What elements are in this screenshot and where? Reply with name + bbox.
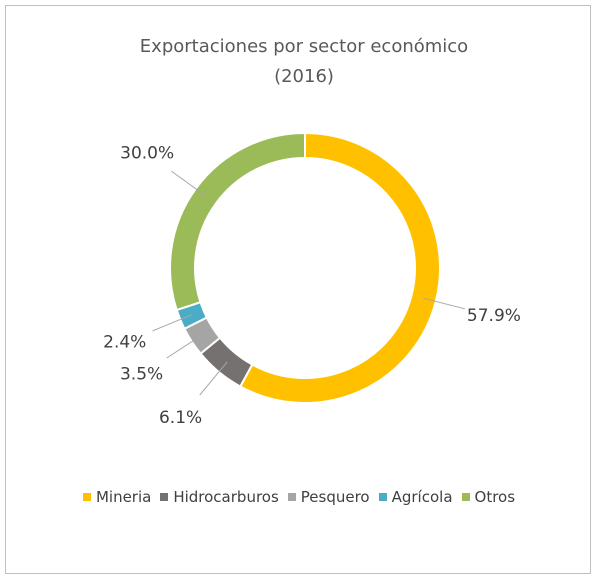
legend-swatch [160, 493, 169, 501]
data-label: 3.5% [120, 364, 163, 384]
leader-line [152, 314, 193, 332]
legend-item: Hidrocarburos [160, 488, 279, 506]
legend-label: Pesquero [300, 488, 370, 506]
leader-line [171, 170, 207, 197]
legend-item: Agrícola [378, 488, 453, 506]
legend-swatch [82, 493, 91, 501]
legend-label: Mineria [95, 488, 152, 506]
legend-swatch [287, 493, 296, 501]
data-label: 57.9% [467, 306, 521, 326]
legend-item: Otros [461, 488, 516, 506]
donut-slice [169, 131, 306, 312]
legend: Mineria Hidrocarburos Pesquero Agrícola Otro… [0, 488, 598, 506]
legend-item: Mineria [82, 488, 152, 506]
legend-label: Otros [474, 488, 516, 506]
chart-title: Exportaciones por sector económico (2016… [139, 36, 469, 87]
chart-frame [5, 5, 591, 574]
donut-slice [238, 131, 441, 404]
legend-item: Pesquero [287, 488, 370, 506]
legend-swatch [461, 493, 470, 501]
data-label: 30.0% [120, 144, 174, 164]
legend-swatch [378, 493, 387, 501]
leader-line [423, 297, 465, 310]
legend-label: Agrícola [391, 488, 453, 506]
leader-line [166, 334, 204, 359]
leader-line [199, 361, 228, 396]
data-label: 6.1% [159, 408, 202, 428]
legend-label: Hidrocarburos [173, 488, 279, 506]
data-label: 2.4% [103, 332, 146, 352]
